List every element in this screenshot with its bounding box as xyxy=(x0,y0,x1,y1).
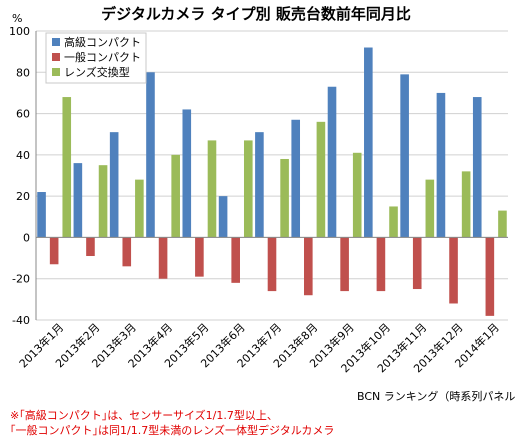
y-tick-label: 100 xyxy=(9,25,30,38)
chart-title: デジタルカメラ タイプ別 販売台数前年同月比 xyxy=(101,5,411,23)
bar-高級コンパクト-2013年12月 xyxy=(436,92,446,238)
bar-レンズ交換型-2014年1月 xyxy=(498,210,507,238)
bar-レンズ交換型-2013年6月 xyxy=(243,140,253,238)
bar-一般コンパクト-2013年7月 xyxy=(267,237,277,292)
bar-高級コンパクト-2013年7月 xyxy=(255,132,264,238)
legend-label-1: 一般コンパクト xyxy=(64,51,141,64)
footnote-line-2: ｢一般コンパクト｣は同1/1.7型未満のレンズ一体型デジタルカメラ xyxy=(10,424,335,437)
bar-高級コンパクト-2013年9月 xyxy=(327,86,337,238)
bar-高級コンパクト-2013年5月 xyxy=(182,109,192,238)
y-tick-label: 0 xyxy=(23,231,30,244)
bar-高級コンパクト-2013年4月 xyxy=(146,72,155,238)
bar-一般コンパクト-2013年12月 xyxy=(449,237,458,304)
legend-label-2: レンズ交換型 xyxy=(64,65,130,79)
axes xyxy=(35,31,508,320)
source-label: BCN ランキング（時系列パネル） xyxy=(357,390,515,403)
bar-レンズ交換型-2013年5月 xyxy=(207,140,217,238)
bar-高級コンパクト-2013年8月 xyxy=(291,119,301,238)
bar-レンズ交換型-2013年8月 xyxy=(316,121,326,238)
bar-レンズ交換型-2013年4月 xyxy=(171,154,180,238)
bars xyxy=(37,47,507,316)
y-tick-labels: -40 -20 0 20 40 60 80 100 xyxy=(9,25,30,327)
bar-レンズ交換型-2013年10月 xyxy=(389,206,398,238)
x-tick-labels: 2013年1月2013年2月2013年3月2013年4月2013年5月2013年… xyxy=(16,320,502,375)
legend-swatch-1 xyxy=(52,53,60,61)
bar-レンズ交換型-2013年11月 xyxy=(425,179,435,238)
y-tick-label: 40 xyxy=(16,149,30,162)
bar-レンズ交換型-2013年9月 xyxy=(352,152,362,238)
y-tick-label: -20 xyxy=(12,273,30,286)
bar-高級コンパクト-2014年1月 xyxy=(472,97,482,238)
legend-label-0: 高級コンパクト xyxy=(64,35,141,49)
y-tick-label: -40 xyxy=(12,314,30,327)
legend-swatch-2 xyxy=(52,68,60,76)
bar-一般コンパクト-2013年1月 xyxy=(49,237,59,265)
bar-高級コンパクト-2013年11月 xyxy=(400,74,409,238)
footnote-line-1: ※｢高級コンパクト｣は、センサーサイズ1/1.7型以上、 xyxy=(10,409,278,422)
y-axis-unit: % xyxy=(12,12,22,25)
legend-swatch-0 xyxy=(52,38,60,46)
y-tick-label: 80 xyxy=(16,66,30,79)
bar-一般コンパクト-2013年2月 xyxy=(86,237,95,257)
y-tick-label: 20 xyxy=(16,190,30,203)
bar-高級コンパクト-2013年3月 xyxy=(109,132,119,238)
bar-一般コンパクト-2014年1月 xyxy=(485,237,495,316)
bar-高級コンパクト-2013年2月 xyxy=(73,163,83,238)
bar-レンズ交換型-2013年12月 xyxy=(461,171,471,238)
bar-レンズ交換型-2013年7月 xyxy=(280,158,289,238)
bar-一般コンパクト-2013年11月 xyxy=(412,237,422,290)
bar-高級コンパクト-2013年6月 xyxy=(218,196,228,238)
bar-一般コンパクト-2013年3月 xyxy=(122,237,132,267)
bar-高級コンパクト-2013年1月 xyxy=(37,192,46,238)
bar-一般コンパクト-2013年4月 xyxy=(158,237,168,279)
bar-レンズ交換型-2013年3月 xyxy=(135,179,144,238)
bar-一般コンパクト-2013年6月 xyxy=(231,237,240,283)
legend-box xyxy=(45,32,147,84)
bar-一般コンパクト-2013年9月 xyxy=(340,237,349,292)
y-tick-label: 60 xyxy=(16,108,30,121)
bar-一般コンパクト-2013年5月 xyxy=(195,237,204,277)
bar-高級コンパクト-2013年10月 xyxy=(364,47,373,238)
bar-一般コンパクト-2013年10月 xyxy=(376,237,386,292)
bar-レンズ交換型-2013年2月 xyxy=(98,165,108,238)
bar-一般コンパクト-2013年8月 xyxy=(304,237,313,296)
bar-レンズ交換型-2013年1月 xyxy=(62,97,72,238)
